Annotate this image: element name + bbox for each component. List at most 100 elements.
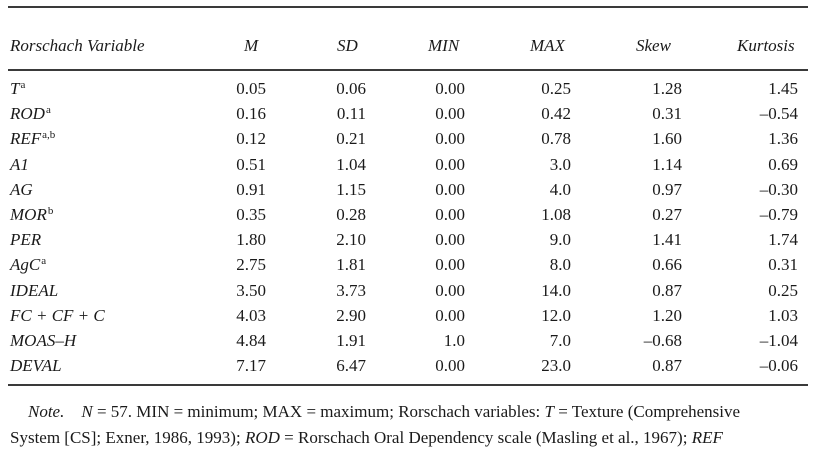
variable-name: A1 — [10, 154, 29, 174]
cell-min: 0.00 — [435, 356, 465, 376]
cell-variable: FC + CF + C — [10, 304, 105, 328]
variable-name: PER — [10, 230, 42, 250]
cell-m: 0.16 — [236, 104, 266, 124]
variable-name: AG — [10, 179, 33, 199]
cell-m: 2.75 — [236, 255, 266, 275]
cell-variable: DEVAL — [10, 354, 62, 378]
cell-max: 3.0 — [549, 154, 571, 174]
header-sd: SD — [337, 36, 358, 55]
cell-kurtosis: 1.45 — [768, 79, 798, 98]
cell-skew: 0.27 — [652, 205, 682, 224]
table-row: MOAS–H 4.84 1.91 1.0 7.0 –0.68 –1.04 — [0, 329, 820, 353]
cell-sd: 0.06 — [336, 79, 366, 98]
table-header-rule — [8, 69, 808, 71]
cell-min: 0.00 — [435, 104, 465, 124]
header-kurtosis: Kurtosis — [737, 36, 795, 55]
cell-sd: 6.47 — [336, 356, 366, 376]
header-variable: Rorschach Variable — [10, 36, 145, 55]
table-note-line-2: System [CS]; Exner, 1986, 1993); ROD = R… — [10, 424, 810, 452]
cell-kurtosis: –1.04 — [759, 331, 798, 350]
cell-min: 0.00 — [435, 79, 465, 98]
cell-m: 3.50 — [236, 280, 266, 300]
cell-min: 0.00 — [435, 230, 465, 250]
cell-variable: A1 — [10, 153, 29, 177]
table-row: A1 0.51 1.04 0.00 3.0 1.14 0.69 — [0, 153, 820, 177]
cell-sd: 0.28 — [336, 205, 366, 224]
cell-max: 12.0 — [541, 305, 571, 325]
cell-sd: 2.10 — [336, 230, 366, 250]
cell-kurtosis: –0.54 — [759, 104, 798, 124]
note-text-2b: = Rorschach Oral Dependency scale (Masli… — [279, 428, 692, 447]
cell-max: 8.0 — [549, 255, 571, 275]
variable-name: IDEAL — [10, 280, 59, 300]
table-row: IDEAL 3.50 3.73 0.00 14.0 0.87 0.25 — [0, 279, 820, 303]
cell-skew: 0.87 — [652, 356, 682, 376]
table-row: DEVAL 7.17 6.47 0.00 23.0 0.87 –0.06 — [0, 354, 820, 378]
cell-min: 0.00 — [435, 205, 465, 224]
cell-variable: MOAS–H — [10, 329, 76, 353]
cell-sd: 0.21 — [336, 129, 366, 149]
table-row: RODa 0.16 0.11 0.00 0.42 0.31 –0.54 — [0, 102, 820, 126]
note-text-1b: = Texture (Comprehensive — [554, 402, 741, 421]
variable-name: REF — [10, 129, 42, 149]
cell-variable: AG — [10, 178, 33, 202]
note-rod-var: ROD — [244, 428, 280, 447]
header-min: MIN — [428, 36, 460, 55]
table-header-row: Rorschach Variable M SD MIN MAX Skew Kur… — [0, 34, 820, 58]
table-row: FC + CF + C 4.03 2.90 0.00 12.0 1.20 1.03 — [0, 304, 820, 328]
note-n-var: N — [81, 402, 93, 421]
cell-kurtosis: –0.30 — [759, 179, 798, 199]
variable-name: AgC — [10, 255, 41, 275]
variable-footnote-mark: a — [41, 255, 47, 268]
variable-footnote-mark: b — [47, 205, 54, 217]
cell-max: 0.42 — [541, 104, 571, 124]
cell-m: 0.35 — [236, 205, 266, 224]
note-ref-var: REF — [691, 428, 723, 447]
cell-m: 0.05 — [236, 79, 266, 98]
table-row: Ta 0.05 0.06 0.00 0.25 1.28 1.45 — [0, 77, 820, 101]
cell-kurtosis: 0.25 — [768, 280, 798, 300]
variable-name: DEVAL — [10, 356, 62, 376]
cell-kurtosis: 0.69 — [768, 154, 798, 174]
cell-max: 4.0 — [549, 179, 571, 199]
cell-sd: 2.90 — [336, 305, 366, 325]
note-text-2a: System [CS]; Exner, 1986, 1993); — [10, 428, 245, 447]
cell-m: 0.12 — [236, 129, 266, 149]
cell-max: 7.0 — [549, 331, 571, 350]
note-label: Note. — [28, 402, 65, 421]
cell-sd: 1.91 — [336, 331, 366, 350]
cell-skew: 1.20 — [652, 305, 682, 325]
cell-m: 7.17 — [236, 356, 266, 376]
cell-max: 23.0 — [541, 356, 571, 376]
variable-name: FC + CF + C — [10, 305, 105, 325]
cell-sd: 3.73 — [336, 280, 366, 300]
cell-sd: 1.04 — [336, 154, 366, 174]
table-row: AgCa 2.75 1.81 0.00 8.0 0.66 0.31 — [0, 253, 820, 277]
variable-footnote-mark: a — [45, 104, 51, 117]
cell-kurtosis: 0.31 — [768, 255, 798, 275]
cell-variable: Ta — [10, 77, 25, 101]
cell-skew: 0.31 — [652, 104, 682, 124]
variable-name: T — [10, 79, 20, 98]
cell-min: 1.0 — [443, 331, 465, 350]
table-row: AG 0.91 1.15 0.00 4.0 0.97 –0.30 — [0, 178, 820, 202]
cell-skew: 1.14 — [652, 154, 682, 174]
cell-max: 9.0 — [549, 230, 571, 250]
cell-min: 0.00 — [435, 255, 465, 275]
table-note-line-1: Note. N = 57. MIN = minimum; MAX = maxim… — [28, 398, 820, 426]
header-m: M — [244, 36, 259, 55]
header-skew: Skew — [636, 36, 671, 55]
cell-max: 14.0 — [541, 280, 571, 300]
cell-m: 0.91 — [236, 179, 266, 199]
cell-skew: 0.66 — [652, 255, 682, 275]
cell-skew: 1.41 — [652, 230, 682, 250]
cell-min: 0.00 — [435, 179, 465, 199]
cell-m: 4.03 — [236, 305, 266, 325]
header-max: MAX — [530, 36, 565, 55]
variable-footnote-mark: a — [20, 79, 26, 91]
cell-variable: MORb — [10, 203, 53, 227]
cell-max: 0.25 — [541, 79, 571, 98]
cell-kurtosis: 1.36 — [768, 129, 798, 149]
table-row: MORb 0.35 0.28 0.00 1.08 0.27 –0.79 — [0, 203, 820, 227]
variable-name: MOR — [10, 205, 47, 224]
